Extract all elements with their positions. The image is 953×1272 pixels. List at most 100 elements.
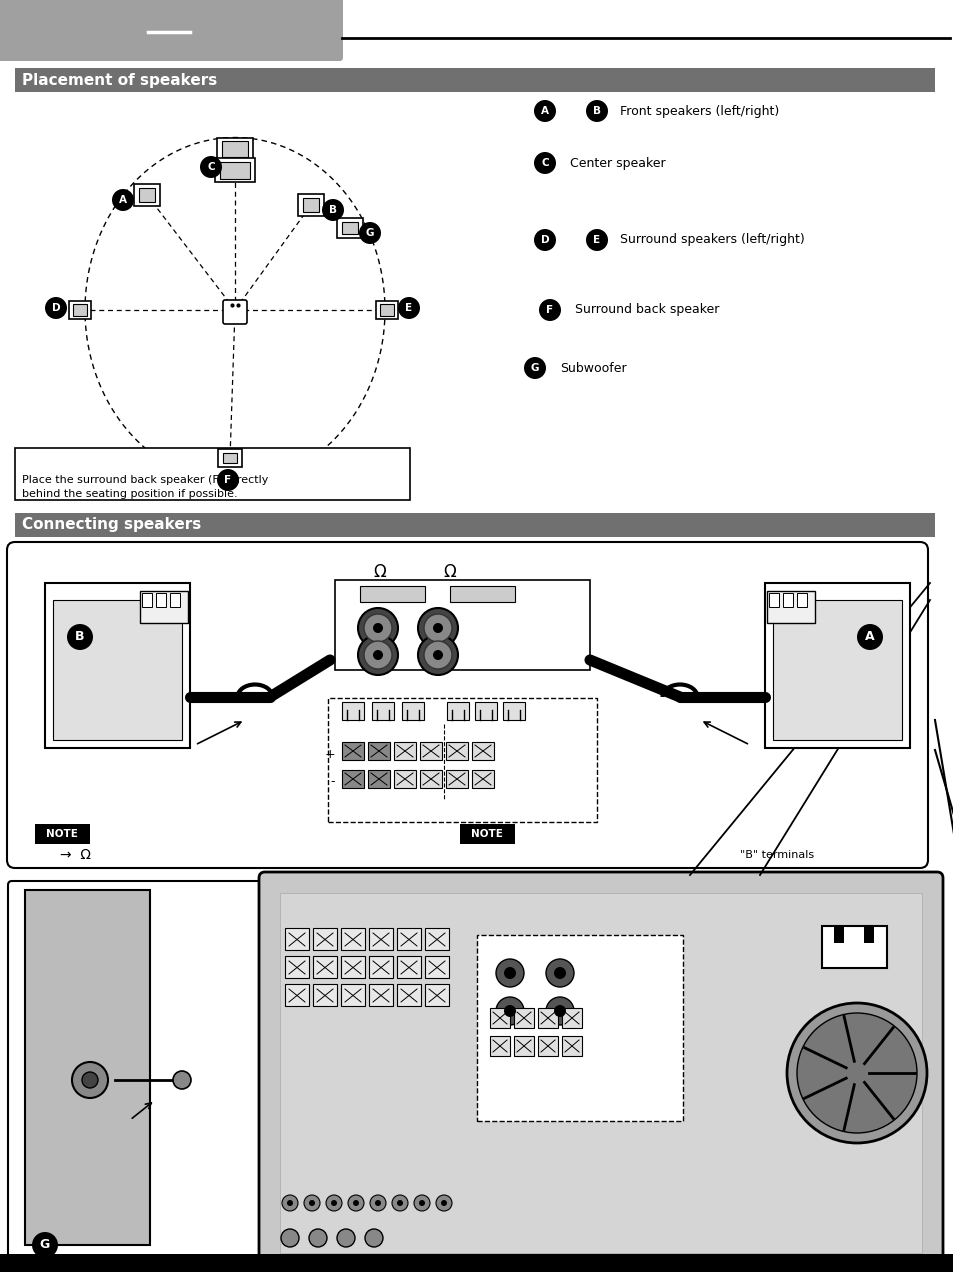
Bar bbox=[15, 448, 410, 500]
Text: D: D bbox=[51, 303, 60, 313]
Text: G: G bbox=[365, 228, 374, 238]
Text: NOTE: NOTE bbox=[46, 829, 78, 840]
Circle shape bbox=[433, 650, 442, 660]
Circle shape bbox=[375, 1199, 380, 1206]
Bar bbox=[73, 304, 87, 315]
Circle shape bbox=[364, 614, 392, 642]
Text: F: F bbox=[224, 474, 232, 485]
Text: B: B bbox=[593, 106, 600, 116]
FancyBboxPatch shape bbox=[223, 300, 247, 324]
Bar bbox=[340, 929, 365, 950]
Bar bbox=[341, 770, 364, 787]
Text: Place the surround back speaker (F) directly
behind the seating position if poss: Place the surround back speaker (F) dire… bbox=[22, 474, 268, 499]
Bar bbox=[285, 929, 309, 950]
Circle shape bbox=[281, 1229, 298, 1247]
Bar bbox=[35, 824, 90, 845]
Text: B: B bbox=[75, 631, 85, 644]
Bar bbox=[142, 593, 152, 607]
Bar bbox=[424, 985, 449, 1006]
Bar bbox=[396, 985, 420, 1006]
Bar bbox=[45, 583, 190, 748]
Text: F: F bbox=[546, 305, 553, 315]
Bar bbox=[285, 985, 309, 1006]
Circle shape bbox=[585, 229, 607, 251]
Bar bbox=[514, 1007, 534, 1028]
FancyBboxPatch shape bbox=[8, 881, 264, 1272]
Bar bbox=[303, 198, 318, 211]
Text: A: A bbox=[119, 195, 127, 205]
Bar bbox=[359, 586, 424, 602]
Circle shape bbox=[796, 1013, 916, 1133]
Text: Surround back speaker: Surround back speaker bbox=[575, 304, 719, 317]
Bar bbox=[372, 702, 394, 720]
Circle shape bbox=[423, 614, 452, 642]
Text: Connecting speakers: Connecting speakers bbox=[22, 518, 201, 533]
Text: D: D bbox=[540, 235, 549, 245]
Text: E: E bbox=[593, 235, 600, 245]
Circle shape bbox=[440, 1199, 447, 1206]
Bar bbox=[139, 188, 154, 201]
Text: C: C bbox=[540, 158, 548, 168]
Bar bbox=[394, 770, 416, 787]
Bar bbox=[863, 925, 873, 943]
Bar bbox=[297, 195, 324, 216]
Bar bbox=[341, 742, 364, 759]
Circle shape bbox=[585, 100, 607, 122]
Circle shape bbox=[112, 190, 133, 211]
Circle shape bbox=[538, 299, 560, 321]
Bar bbox=[396, 929, 420, 950]
Bar bbox=[53, 600, 182, 740]
Bar bbox=[369, 985, 393, 1006]
Bar bbox=[475, 702, 497, 720]
Circle shape bbox=[397, 296, 419, 319]
Circle shape bbox=[309, 1199, 314, 1206]
Text: Center speaker: Center speaker bbox=[569, 156, 665, 169]
Bar bbox=[379, 304, 394, 315]
Bar bbox=[140, 591, 188, 623]
Circle shape bbox=[534, 100, 556, 122]
Bar bbox=[766, 591, 814, 623]
Circle shape bbox=[433, 623, 442, 633]
Bar bbox=[368, 770, 390, 787]
Bar bbox=[156, 593, 166, 607]
Bar bbox=[419, 742, 441, 759]
Text: Placement of speakers: Placement of speakers bbox=[22, 73, 217, 88]
Circle shape bbox=[417, 635, 457, 675]
Circle shape bbox=[370, 1194, 386, 1211]
Circle shape bbox=[353, 1199, 358, 1206]
Circle shape bbox=[496, 959, 523, 987]
Bar bbox=[369, 957, 393, 978]
Circle shape bbox=[309, 1229, 327, 1247]
Text: A: A bbox=[864, 631, 874, 644]
Bar bbox=[514, 1035, 534, 1056]
Circle shape bbox=[32, 1233, 58, 1258]
FancyBboxPatch shape bbox=[476, 935, 682, 1121]
Circle shape bbox=[554, 1005, 565, 1018]
Bar bbox=[216, 137, 253, 160]
Text: Surround speakers (left/right): Surround speakers (left/right) bbox=[619, 234, 804, 247]
Bar bbox=[490, 1035, 510, 1056]
Circle shape bbox=[423, 641, 452, 669]
Bar bbox=[223, 453, 237, 463]
Circle shape bbox=[545, 997, 574, 1025]
Text: G: G bbox=[40, 1239, 51, 1252]
Bar bbox=[472, 770, 494, 787]
Text: Ω: Ω bbox=[443, 563, 456, 581]
Circle shape bbox=[503, 967, 516, 979]
Bar bbox=[313, 985, 336, 1006]
FancyBboxPatch shape bbox=[0, 0, 343, 61]
FancyBboxPatch shape bbox=[328, 698, 597, 822]
Bar bbox=[472, 742, 494, 759]
Bar bbox=[369, 929, 393, 950]
Text: NOTE: NOTE bbox=[471, 829, 502, 840]
Bar bbox=[25, 890, 150, 1245]
Bar bbox=[0, 1254, 953, 1272]
Circle shape bbox=[856, 625, 882, 650]
FancyBboxPatch shape bbox=[7, 542, 927, 868]
Circle shape bbox=[45, 296, 67, 319]
Circle shape bbox=[82, 1072, 98, 1088]
Text: +: + bbox=[324, 748, 335, 761]
Bar bbox=[15, 513, 934, 537]
Circle shape bbox=[216, 469, 239, 491]
Bar bbox=[280, 893, 921, 1253]
